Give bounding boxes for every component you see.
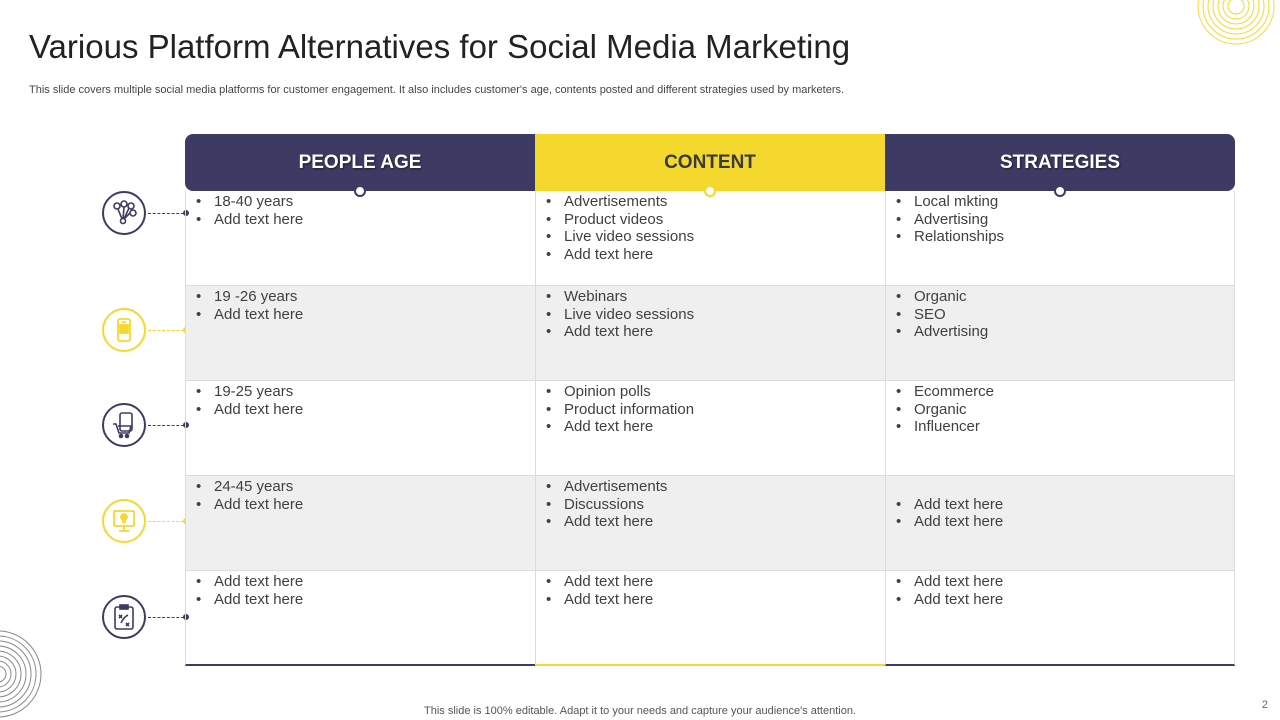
header-dot xyxy=(1054,185,1066,197)
header-label: PEOPLE AGE xyxy=(298,151,422,173)
list-item: Add text here xyxy=(196,573,535,591)
table-cell-age: 19 -26 years Add text here xyxy=(185,286,535,381)
table-row: 19-25 years Add text here Opinion polls … xyxy=(185,381,1235,476)
table-header-row: PEOPLE AGE CONTENT STRATEGIES xyxy=(185,134,1235,197)
page-title: Various Platform Alternatives for Social… xyxy=(29,28,851,65)
list-item: 19-25 years xyxy=(196,383,535,401)
table-cell-strategies: Local mkting Advertising Relationships xyxy=(885,191,1235,286)
row-icon-3 xyxy=(102,403,192,453)
list-item: Influencer xyxy=(896,418,1234,436)
table-cell-age: 19-25 years Add text here xyxy=(185,381,535,476)
list-item: Webinars xyxy=(546,288,885,306)
header-content: CONTENT xyxy=(535,134,885,197)
row-icon-4 xyxy=(102,499,192,549)
table-cell-content: Advertisements Discussions Add text here xyxy=(535,476,885,571)
table-cell-content: Advertisements Product videos Live video… xyxy=(535,191,885,286)
list-item: Relationships xyxy=(896,228,1234,246)
list-item: 24-45 years xyxy=(196,478,535,496)
list-item: Live video sessions xyxy=(546,306,885,324)
list-item: 19 -26 years xyxy=(196,288,535,306)
monitor-idea-icon xyxy=(102,499,146,543)
list-item: Add text here xyxy=(196,496,535,514)
table-row: Add text here Add text here Add text her… xyxy=(185,571,1235,666)
list-item: Add text here xyxy=(196,591,535,609)
table-cell-content: Webinars Live video sessions Add text he… xyxy=(535,286,885,381)
list-item: Add text here xyxy=(196,306,535,324)
table-cell-strategies: Add text here Add text here xyxy=(885,571,1235,666)
table-cell-age: 24-45 years Add text here xyxy=(185,476,535,571)
header-dot xyxy=(704,185,716,197)
concentric-circles-decoration xyxy=(1197,0,1275,45)
table-cell-content: Opinion polls Product information Add te… xyxy=(535,381,885,476)
header-label: CONTENT xyxy=(664,151,756,173)
table-cell-content: Add text here Add text here xyxy=(535,571,885,666)
footer-note: This slide is 100% editable. Adapt it to… xyxy=(424,705,856,717)
list-item: Add text here xyxy=(896,591,1234,609)
page-number: 2 xyxy=(1261,699,1268,711)
header-people-age: PEOPLE AGE xyxy=(185,134,535,197)
list-item: Add text here xyxy=(896,496,1234,514)
table-cell-age: Add text here Add text here xyxy=(185,571,535,666)
clipboard-strategy-icon xyxy=(102,595,146,639)
list-item: Advertisements xyxy=(546,193,885,211)
platform-table: PEOPLE AGE CONTENT STRATEGIES 18-40 year… xyxy=(185,134,1235,666)
list-item: Organic xyxy=(896,401,1234,419)
concentric-circles-decoration xyxy=(0,630,42,718)
table-cell-strategies: Ecommerce Organic Influencer xyxy=(885,381,1235,476)
list-item: Local mkting xyxy=(896,193,1234,211)
list-item: Product videos xyxy=(546,211,885,229)
list-item: Discussions xyxy=(546,496,885,514)
list-item: Advertising xyxy=(896,323,1234,341)
list-item: Add text here xyxy=(896,513,1234,531)
table-row: 18-40 years Add text here Advertisements… xyxy=(185,191,1235,286)
list-item: 18-40 years xyxy=(196,193,535,211)
list-item: Add text here xyxy=(546,591,885,609)
table-cell-strategies: Add text here Add text here xyxy=(885,476,1235,571)
header-label: STRATEGIES xyxy=(1000,151,1120,173)
list-item: Add text here xyxy=(196,211,535,229)
page-subtitle: This slide covers multiple social media … xyxy=(29,84,845,96)
row-icon-1 xyxy=(102,191,192,241)
list-item: Ecommerce xyxy=(896,383,1234,401)
header-strategies: STRATEGIES xyxy=(885,134,1235,197)
list-item: Add text here xyxy=(546,573,885,591)
list-item: Opinion polls xyxy=(546,383,885,401)
table-cell-age: 18-40 years Add text here xyxy=(185,191,535,286)
table-row: 19 -26 years Add text here Webinars Live… xyxy=(185,286,1235,381)
network-icon xyxy=(102,191,146,235)
list-item: Add text here xyxy=(546,323,885,341)
list-item: Advertisements xyxy=(546,478,885,496)
table-cell-strategies: Organic SEO Advertising xyxy=(885,286,1235,381)
mobile-shopping-cart-icon xyxy=(102,403,146,447)
list-item: Add text here xyxy=(546,246,885,264)
list-item: Add text here xyxy=(546,513,885,531)
header-dot xyxy=(354,185,366,197)
table-row: 24-45 years Add text here Advertisements… xyxy=(185,476,1235,571)
list-item: Organic xyxy=(896,288,1234,306)
row-icon-2 xyxy=(102,308,192,358)
list-item: Add text here xyxy=(196,401,535,419)
list-item: Product information xyxy=(546,401,885,419)
list-item: Add text here xyxy=(896,573,1234,591)
list-item: Advertising xyxy=(896,211,1234,229)
mobile-ad-icon xyxy=(102,308,146,352)
list-item: SEO xyxy=(896,306,1234,324)
list-item: Live video sessions xyxy=(546,228,885,246)
list-item: Add text here xyxy=(546,418,885,436)
row-icon-5 xyxy=(102,595,192,645)
